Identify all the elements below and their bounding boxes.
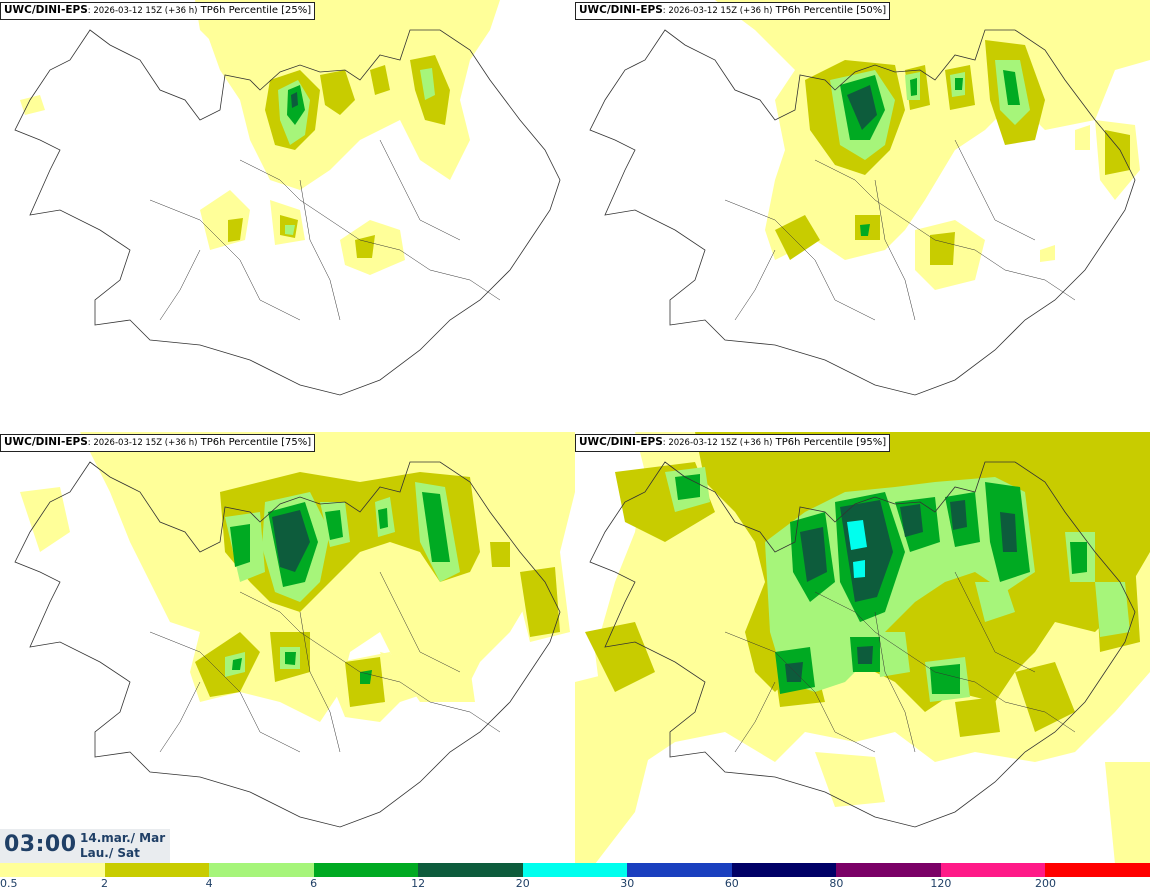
legend-tick-label: 12: [411, 877, 426, 890]
legend-swatch: [836, 863, 941, 877]
map-panel-p75: UWC/DINI-EPS: 2026-03-12 15Z (+36 h) TP6…: [0, 432, 575, 864]
legend-swatch: [731, 863, 837, 877]
precip-shading: [575, 432, 1150, 864]
legend-tick-label: 20: [515, 877, 530, 890]
precip-map-p75: [14, 432, 575, 828]
field-label: TP6h Percentile [75%]: [197, 437, 312, 448]
valid-date-line1: 14.mar./ Mar: [80, 831, 166, 845]
valid-date-line2: Lau./ Sat: [80, 846, 140, 860]
field-label: TP6h Percentile [95%]: [772, 437, 887, 448]
run-info: : 2026-03-12 15Z (+36 h): [662, 438, 773, 448]
legend-tick-label: 120: [930, 877, 952, 890]
legend-ticks: 0.5 2 4 6 12 20 30 60 80 120 200: [0, 877, 1150, 891]
legend-swatch: [627, 863, 732, 877]
run-info: : 2026-03-12 15Z (+36 h): [87, 438, 198, 448]
legend-tick-label: 80: [829, 877, 844, 890]
legend-swatch: [940, 863, 1046, 877]
legend-swatch: [313, 863, 419, 877]
legend-colorbar: [0, 863, 1150, 877]
model-name: UWC/DINI-EPS: [579, 4, 663, 16]
precip-shading: [20, 432, 575, 722]
coastline: [589, 461, 1136, 828]
coastline: [589, 29, 1136, 396]
precip-map-p95: [575, 432, 1150, 864]
precip-map-p50: [589, 0, 1150, 396]
map-panel-p50: UWC/DINI-EPS: 2026-03-12 15Z (+36 h) TP6…: [575, 0, 1150, 432]
panel-title-p50: UWC/DINI-EPS: 2026-03-12 15Z (+36 h) TP6…: [575, 2, 891, 20]
legend-swatch: [522, 863, 628, 877]
legend-swatch: [1045, 863, 1150, 877]
run-info: : 2026-03-12 15Z (+36 h): [662, 6, 773, 16]
field-label: TP6h Percentile [50%]: [772, 5, 887, 16]
valid-time: 03:00: [4, 832, 77, 857]
precip-shading: [715, 0, 1150, 290]
precip-shading: [20, 0, 500, 275]
field-label: TP6h Percentile [25%]: [197, 5, 312, 16]
legend-tick-label: 60: [724, 877, 739, 890]
legend-swatch: [0, 863, 105, 877]
run-info: : 2026-03-12 15Z (+36 h): [87, 6, 198, 16]
model-name: UWC/DINI-EPS: [4, 4, 88, 16]
legend-tick-label: 6: [310, 877, 318, 890]
model-name: UWC/DINI-EPS: [4, 436, 88, 448]
coastline: [14, 461, 561, 828]
legend-tick-label: 30: [620, 877, 635, 890]
coastline: [14, 29, 561, 396]
panel-title-p95: UWC/DINI-EPS: 2026-03-12 15Z (+36 h) TP6…: [575, 434, 891, 452]
model-name: UWC/DINI-EPS: [579, 436, 663, 448]
valid-time-box: 03:00 14.mar./ Mar Lau./ Sat: [0, 829, 170, 863]
legend-swatch: [418, 863, 523, 877]
legend-tick-label: 4: [205, 877, 213, 890]
panel-title-p25: UWC/DINI-EPS: 2026-03-12 15Z (+36 h) TP6…: [0, 2, 316, 20]
legend-swatch: [104, 863, 210, 877]
map-panel-p25: UWC/DINI-EPS: 2026-03-12 15Z (+36 h) TP6…: [0, 0, 575, 432]
panel-title-p75: UWC/DINI-EPS: 2026-03-12 15Z (+36 h) TP6…: [0, 434, 316, 452]
legend-tick-label: 2: [101, 877, 109, 890]
legend-tick-label: 200: [1034, 877, 1056, 890]
legend-tick-label: 0.5: [0, 877, 18, 890]
precip-map-p25: [14, 0, 561, 396]
legend-swatch: [209, 863, 314, 877]
map-panel-p95: UWC/DINI-EPS: 2026-03-12 15Z (+36 h) TP6…: [575, 432, 1150, 864]
